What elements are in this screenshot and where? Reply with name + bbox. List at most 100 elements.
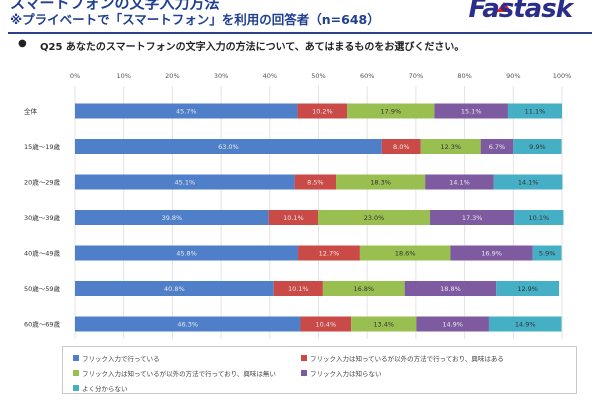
legend-label: フリック入力は知っているが以外の方法で行っており、興味は無い [82, 370, 276, 378]
data-label: 9.9% [529, 143, 546, 151]
bar-segment [425, 174, 494, 190]
bar-segment [75, 316, 301, 332]
legend-swatch [73, 370, 79, 376]
data-label: 23.0% [364, 214, 385, 222]
x-tick-label: 60% [360, 72, 374, 80]
bar-segment [496, 281, 560, 296]
legend-swatch [301, 355, 307, 361]
legend-item: フリック入力は知っているが以外の方法で行っており、興味は無い [73, 368, 276, 378]
bar-segment [75, 281, 274, 296]
legend-label: フリック入力は知っているが以外の方法で行っており、興味はある [310, 355, 504, 363]
category-label: 全体 [24, 107, 38, 116]
x-tick-label: 80% [457, 72, 471, 80]
data-label: 18.3% [370, 179, 391, 187]
bar-segment [480, 139, 514, 154]
header-bar: スマートフォンの文字入力方法 ※プライベートで「スマートフォン」を利用の回答者（… [0, 0, 600, 30]
bar-segment [336, 174, 426, 190]
data-label: 39.8% [162, 214, 183, 222]
bar-segment [430, 210, 515, 225]
data-label: 16.9% [481, 250, 502, 258]
legend-swatch [301, 370, 307, 376]
bar-segment [514, 210, 564, 225]
x-tick-label: 20% [165, 72, 179, 80]
category-label: 30歳～39歳 [24, 213, 61, 222]
x-tick-label: 70% [409, 72, 423, 80]
legend-item: フリック入力は知っているが以外の方法で行っており、興味はある [301, 353, 504, 363]
legend-label: よく分からない [82, 385, 128, 393]
data-label: 14.9% [515, 321, 536, 329]
data-label: 16.8% [353, 285, 374, 293]
bar-segment [381, 139, 421, 154]
data-label: 17.9% [380, 108, 401, 116]
bar-segment [322, 281, 405, 296]
x-tick-label: 90% [506, 72, 520, 80]
legend-label: フリック入力は知らない [310, 370, 382, 378]
x-tick-label: 50% [311, 72, 325, 80]
bar-segment [513, 139, 562, 154]
stacked-bar-chart: 0% 10% 20% 30% 40% 50% 60% 70% 80% 90% 100% 全体 45.7%… [24, 72, 572, 339]
data-label: 10.1% [529, 214, 550, 222]
bullet-icon: ● [18, 38, 27, 49]
x-tick-label: 10% [116, 72, 130, 80]
x-tick-label: 100% [553, 72, 572, 80]
data-label: 10.2% [312, 108, 333, 116]
bar-segment [347, 103, 435, 119]
legend-item: よく分からない [73, 383, 128, 393]
bar-segment [318, 210, 431, 225]
data-label: 14.9% [442, 321, 463, 329]
data-label: 13.4% [373, 321, 394, 329]
bar-segment [434, 103, 508, 119]
x-tick-label: 0% [70, 72, 80, 80]
data-label: 8.0% [393, 143, 410, 151]
logo-mark-icon [496, 2, 512, 12]
legend-item: フリック入力で行っている [73, 353, 160, 363]
bar-segment [298, 245, 360, 261]
data-label: 14.1% [449, 179, 470, 187]
bar-segment [300, 316, 352, 332]
bar-segment [488, 316, 562, 332]
bar-segment [351, 316, 417, 332]
bar-segment [359, 245, 451, 261]
bar-segment [404, 281, 497, 296]
data-label: 12.3% [440, 143, 461, 151]
data-label: 46.3% [177, 321, 198, 329]
brand-logo: Fastask [468, 0, 573, 24]
category-label: 20歳～29歳 [24, 178, 61, 187]
data-label: 10.4% [315, 321, 336, 329]
data-label: 12.7% [319, 250, 340, 258]
chart-legend: フリック入力で行っているフリック入力は知っているが以外の方法で行っており、興味は… [62, 346, 577, 394]
x-tick-label: 30% [214, 72, 228, 80]
data-label: 18.6% [395, 250, 416, 258]
data-label: 14.1% [518, 179, 539, 187]
data-label: 45.7% [176, 108, 197, 116]
category-label: 50歳～59歳 [24, 284, 61, 293]
bar-segment [75, 210, 269, 225]
bar-segment [273, 281, 323, 296]
bar-segment [75, 103, 298, 119]
x-tick-label: 40% [263, 72, 277, 80]
legend-item: フリック入力は知らない [301, 368, 382, 378]
data-label: 5.9% [539, 250, 556, 258]
data-label: 45.1% [174, 179, 195, 187]
data-label: 18.8% [440, 285, 461, 293]
bar-segment [532, 245, 562, 261]
bar-segment [420, 139, 481, 154]
bar-segment [507, 103, 562, 119]
page-subtitle: ※プライベートで「スマートフォン」を利用の回答者（n=648） [10, 12, 380, 27]
data-label: 12.9% [517, 285, 538, 293]
bar-segment [493, 174, 563, 190]
header-divider [8, 32, 592, 34]
page-title: スマートフォンの文字入力方法 [10, 0, 220, 12]
bar-segment [75, 174, 295, 190]
data-label: 63.0% [218, 143, 239, 151]
bar-segment [268, 210, 319, 225]
bar-segment [416, 316, 489, 332]
data-label: 10.1% [283, 214, 304, 222]
data-label: 11.1% [525, 108, 546, 116]
data-label: 10.1% [288, 285, 309, 293]
data-label: 8.5% [307, 179, 324, 187]
bar-segment [75, 245, 299, 261]
data-label: 6.7% [489, 143, 506, 151]
legend-swatch [73, 355, 79, 361]
data-label: 17.3% [462, 214, 483, 222]
